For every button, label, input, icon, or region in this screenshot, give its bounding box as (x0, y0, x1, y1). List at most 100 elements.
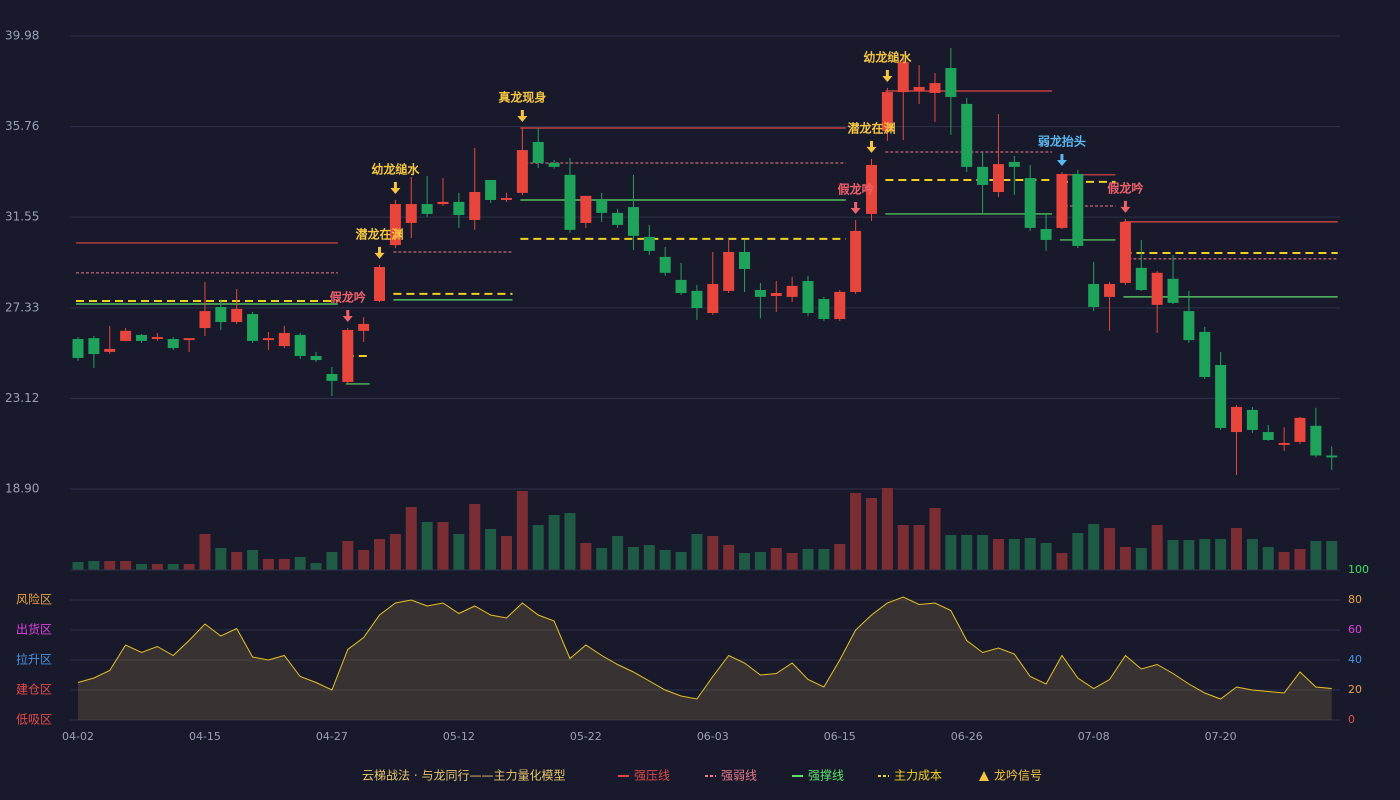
candle-body (310, 355, 322, 361)
x-tick-label: 04-27 (316, 730, 348, 743)
volume-bar (199, 534, 211, 570)
signal-label: 假龙吟 (1107, 180, 1143, 195)
candle-body (389, 204, 401, 246)
volume-bar (437, 522, 449, 570)
volume-bar (945, 535, 957, 570)
candle-body (1024, 178, 1036, 228)
candle-body (167, 339, 179, 349)
volume-bar (707, 536, 719, 570)
y2-tick-label: 100 (1348, 563, 1369, 576)
candle-body (1119, 221, 1131, 283)
signal-arrow-head (390, 187, 401, 194)
signal-arrow-head (1120, 206, 1131, 213)
candle-body (1310, 425, 1322, 456)
candle-body (278, 332, 290, 347)
candle-body (421, 204, 433, 214)
candle-body (151, 337, 163, 340)
candle-body (294, 334, 306, 356)
candle-body (342, 329, 354, 382)
candle-body (945, 68, 957, 98)
candle-body (834, 291, 846, 320)
volume-bar (770, 548, 782, 570)
volume-bar (247, 550, 259, 570)
legend-label: 主力成本 (894, 769, 942, 783)
volume-bar (612, 536, 624, 570)
candle-body (88, 338, 100, 355)
legend-label: 强压线 (634, 769, 670, 783)
signal-label: 弱龙抬头 (1038, 134, 1086, 149)
volume-bar (596, 548, 608, 570)
volume-bar (374, 539, 386, 570)
candle-body (231, 308, 243, 323)
x-tick-label: 05-12 (443, 730, 475, 743)
volume-bar (675, 552, 687, 570)
volume-bar (358, 550, 370, 570)
candle-body (1151, 272, 1163, 305)
volume-bar (1024, 538, 1036, 570)
zone-label: 出货区 (16, 622, 52, 637)
legend-symbol (979, 771, 989, 781)
y2-tick-label: 20 (1348, 683, 1362, 696)
candle-body (1088, 283, 1100, 307)
candle-body (500, 198, 512, 200)
candle-body (135, 334, 147, 341)
candle-body (262, 338, 274, 341)
candle-body (850, 230, 862, 292)
volume-bar (1310, 541, 1322, 570)
candle-body (199, 311, 211, 329)
candle-body (1056, 173, 1068, 228)
volume-bar (834, 544, 846, 570)
volume-bar (627, 547, 639, 570)
volume-bar (516, 491, 528, 570)
volume-bar (1294, 549, 1306, 570)
oscillator-line (77, 596, 1332, 700)
y-tick-label: 23.12 (5, 391, 39, 405)
signal-label: 假龙吟 (838, 181, 874, 196)
volume-bar (405, 507, 417, 570)
candle-body (1294, 417, 1306, 442)
volume-bar (1040, 543, 1052, 570)
candle-body (643, 236, 655, 251)
volume-bar (977, 535, 989, 570)
volume-bar (754, 552, 766, 570)
candle-body (183, 338, 195, 341)
candle-body (1246, 409, 1258, 430)
candle-body (1262, 432, 1274, 441)
y-tick-label: 27.33 (5, 300, 39, 314)
volume-bar (881, 488, 893, 570)
candle-body (739, 251, 751, 269)
volume-bar (1246, 539, 1258, 570)
volume-bar (215, 548, 227, 570)
candle-body (929, 83, 941, 93)
candle-body (580, 195, 592, 223)
volume-bar (659, 550, 671, 570)
volume-bar (1183, 540, 1195, 570)
candle-body (437, 201, 449, 205)
candle-body (1008, 161, 1020, 167)
candle-body (802, 280, 814, 314)
signal-label: 真龙现身 (498, 89, 546, 104)
volume-bar (643, 545, 655, 570)
y2-tick-label: 40 (1348, 653, 1362, 666)
volume-bar (1135, 548, 1147, 570)
volume-bar (135, 564, 147, 570)
y-tick-label: 31.55 (5, 210, 39, 224)
candle-body (104, 348, 116, 352)
candle-body (675, 279, 687, 294)
candle-body (897, 62, 909, 93)
volume-bar (961, 535, 973, 570)
zone-label: 拉升区 (16, 652, 52, 667)
x-tick-label: 04-15 (189, 730, 221, 743)
x-tick-label: 05-22 (570, 730, 602, 743)
signal-label: 假龙吟 (330, 290, 366, 305)
volume-bar (1072, 533, 1084, 570)
y2-tick-label: 0 (1348, 713, 1355, 726)
signal-arrow-head (517, 115, 528, 122)
candle-body (612, 212, 624, 225)
volume-bar (532, 525, 544, 570)
candle-body (707, 283, 719, 314)
x-tick-label: 06-26 (951, 730, 983, 743)
candle-body (881, 92, 893, 131)
